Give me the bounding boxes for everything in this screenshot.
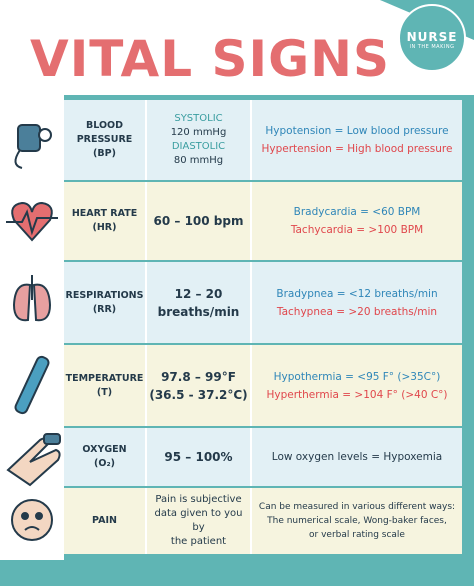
title: VITAL SIGNS xyxy=(30,30,390,88)
logo: NURSE IN THE MAKING xyxy=(398,4,466,72)
label-cell: OXYGEN (O₂) xyxy=(64,428,145,486)
note-cell: Hypothermia = <95 F° (>35C°) Hyperthermia… xyxy=(250,345,462,426)
row-note: Hypotension = Low blood pressure xyxy=(265,125,449,137)
row-label: (T) xyxy=(96,386,113,398)
label-cell: RESPIRATIONS (RR) xyxy=(64,262,145,343)
row-note: The numerical scale, Wong-baker faces, xyxy=(267,516,447,526)
row-note: Bradycardia = <60 BPM xyxy=(293,206,421,218)
row-label: (RR) xyxy=(92,303,117,315)
face-icon xyxy=(11,499,53,541)
table-row: TEMPERATURE (T) 97.8 – 99°F (36.5 - 37.2°C)… xyxy=(64,345,462,426)
row-value: breaths/min xyxy=(157,304,240,319)
row-note: Bradypnea = <12 breaths/min xyxy=(276,287,438,300)
row-note: Can be measured in various different way… xyxy=(258,502,456,512)
note-cell: Hypotension = Low blood pressure Hyperten… xyxy=(250,100,462,180)
icons xyxy=(6,124,61,541)
row-value: 120 mmHg xyxy=(170,127,227,138)
row-note: Hyperthermia = >104 F° (>40 C°) xyxy=(266,388,448,401)
row-value: data given to you by xyxy=(154,508,243,533)
row-label: PRESSURE xyxy=(76,134,133,145)
row-value: Pain is subjective xyxy=(155,494,242,505)
label-cell: HEART RATE (HR) xyxy=(64,182,145,260)
thermometer-icon xyxy=(14,355,50,415)
table-row: OXYGEN (O₂) 95 – 100% Low oxygen levels = H… xyxy=(64,428,462,486)
label-cell: TEMPERATURE (T) xyxy=(64,345,145,426)
row-value: 95 – 100% xyxy=(164,450,233,464)
logo-subtext: IN THE MAKING xyxy=(409,44,455,50)
row-note: or verbal rating scale xyxy=(309,530,405,540)
row-label: PAIN xyxy=(92,515,117,526)
heart-icon xyxy=(6,201,58,242)
note-cell: Bradypnea = <12 breaths/min Tachypnea = >… xyxy=(250,262,462,343)
row-label: TEMPERATURE xyxy=(65,372,144,384)
row-value: DIASTOLIC xyxy=(171,141,226,152)
value-cell: 95 – 100% xyxy=(145,428,250,486)
label-cell: BLOOD PRESSURE (BP) xyxy=(64,100,145,180)
table-row: RESPIRATIONS (RR) 12 – 20 breaths/min Bradyp… xyxy=(64,262,462,343)
row-value: 12 – 20 xyxy=(174,286,223,301)
value-cell: 97.8 – 99°F (36.5 - 37.2°C) xyxy=(145,345,250,426)
row-value: the patient xyxy=(170,536,227,547)
table-row: HEART RATE (HR) 60 – 100 bpm Bradycardia = … xyxy=(64,182,462,260)
row-value: (36.5 - 37.2°C) xyxy=(149,387,248,402)
row-note: Hypertension = High blood pressure xyxy=(261,143,453,155)
bp-cuff-icon xyxy=(14,124,52,169)
row-note: Hypothermia = <95 F° (>35C°) xyxy=(273,370,441,383)
lungs-icon xyxy=(12,275,52,322)
row-note: Low oxygen levels = Hypoxemia xyxy=(271,451,443,463)
row-note: Tachycardia = >100 BPM xyxy=(290,224,424,236)
value-cell: SYSTOLIC 120 mmHg DIASTOLIC 80 mmHg xyxy=(145,100,250,180)
row-value: 80 mmHg xyxy=(173,155,224,166)
row-label: BLOOD xyxy=(86,120,123,131)
row-note: Tachypnea = >20 breaths/min xyxy=(276,305,438,318)
hand-icon xyxy=(6,433,61,487)
row-label: (BP) xyxy=(93,148,116,159)
value-cell: 60 – 100 bpm xyxy=(145,182,250,260)
row-value: 60 – 100 bpm xyxy=(153,214,244,228)
logo-text: NURSE xyxy=(406,30,458,44)
row-value: 97.8 – 99°F xyxy=(161,369,236,384)
value-cell: 12 – 20 breaths/min xyxy=(145,262,250,343)
note-cell: Low oxygen levels = Hypoxemia xyxy=(250,428,462,486)
row-label: HEART RATE xyxy=(71,208,138,219)
value-cell: Pain is subjective data given to you by th… xyxy=(145,488,250,554)
row-label: (O₂) xyxy=(94,458,115,469)
note-cell: Bradycardia = <60 BPM Tachycardia = >100 … xyxy=(250,182,462,260)
table-row: BLOOD PRESSURE (BP) SYSTOLIC 120 mmHg DIASTOL… xyxy=(64,100,462,180)
header-panel xyxy=(0,0,474,95)
row-label: OXYGEN xyxy=(82,444,127,455)
label-cell: PAIN xyxy=(64,488,145,554)
row-label: (HR) xyxy=(92,222,117,233)
note-cell: Can be measured in various different way… xyxy=(250,488,462,554)
table-row: PAIN Pain is subjective data given to you … xyxy=(64,488,462,554)
row-label: RESPIRATIONS xyxy=(65,289,144,301)
row-value: SYSTOLIC xyxy=(174,113,223,124)
